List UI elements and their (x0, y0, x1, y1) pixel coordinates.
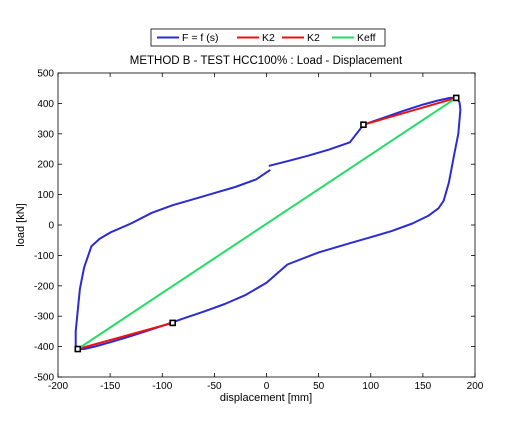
y-tick-label: -300 (34, 312, 54, 323)
legend-label: F = f (s) (182, 32, 218, 44)
x-tick-label: 200 (467, 381, 484, 392)
legend-label: Keff (357, 32, 376, 44)
chart-title: METHOD B - TEST HCC100% : Load - Displac… (130, 55, 403, 67)
y-tick-label: -200 (34, 281, 54, 292)
data-point-marker (452, 94, 460, 102)
x-tick-label: 100 (362, 381, 379, 392)
legend-label: K2 (307, 32, 320, 44)
y-tick-label: 400 (37, 99, 54, 110)
legend: F = f (s) K2 K2 Keff (150, 28, 386, 47)
y-tick-label: 200 (37, 160, 54, 171)
series-line-k2-2 (76, 321, 174, 350)
y-tick-label: -500 (34, 373, 54, 384)
x-tick-label: 50 (313, 381, 325, 392)
series-line-hysteresis (74, 96, 462, 350)
data-point-marker (74, 345, 82, 353)
x-tick-label: -50 (207, 381, 222, 392)
y-axis-label: load [kN] (15, 203, 27, 246)
y-tick-label: 100 (37, 190, 54, 201)
plot-area (57, 72, 476, 378)
data-point-marker (360, 121, 367, 128)
x-tick-label: -150 (100, 381, 120, 392)
y-tick-label: 300 (37, 129, 54, 140)
data-point-marker (169, 319, 176, 327)
legend-box (150, 28, 386, 47)
x-tick-label: -100 (152, 381, 172, 392)
series-line-k2-1 (362, 96, 458, 126)
x-axis-label: displacement [mm] (220, 392, 312, 404)
y-tick-label: -400 (34, 342, 54, 353)
y-tick-label: 0 (48, 221, 54, 232)
series-line-keff-3 (76, 96, 458, 350)
y-tick-label: -100 (34, 251, 54, 262)
x-tick-label: -200 (48, 381, 68, 392)
x-tick-label: 150 (415, 381, 432, 392)
y-tick-label: 500 (37, 69, 54, 80)
x-tick-label: 0 (264, 381, 270, 392)
legend-label: K2 (262, 32, 275, 44)
